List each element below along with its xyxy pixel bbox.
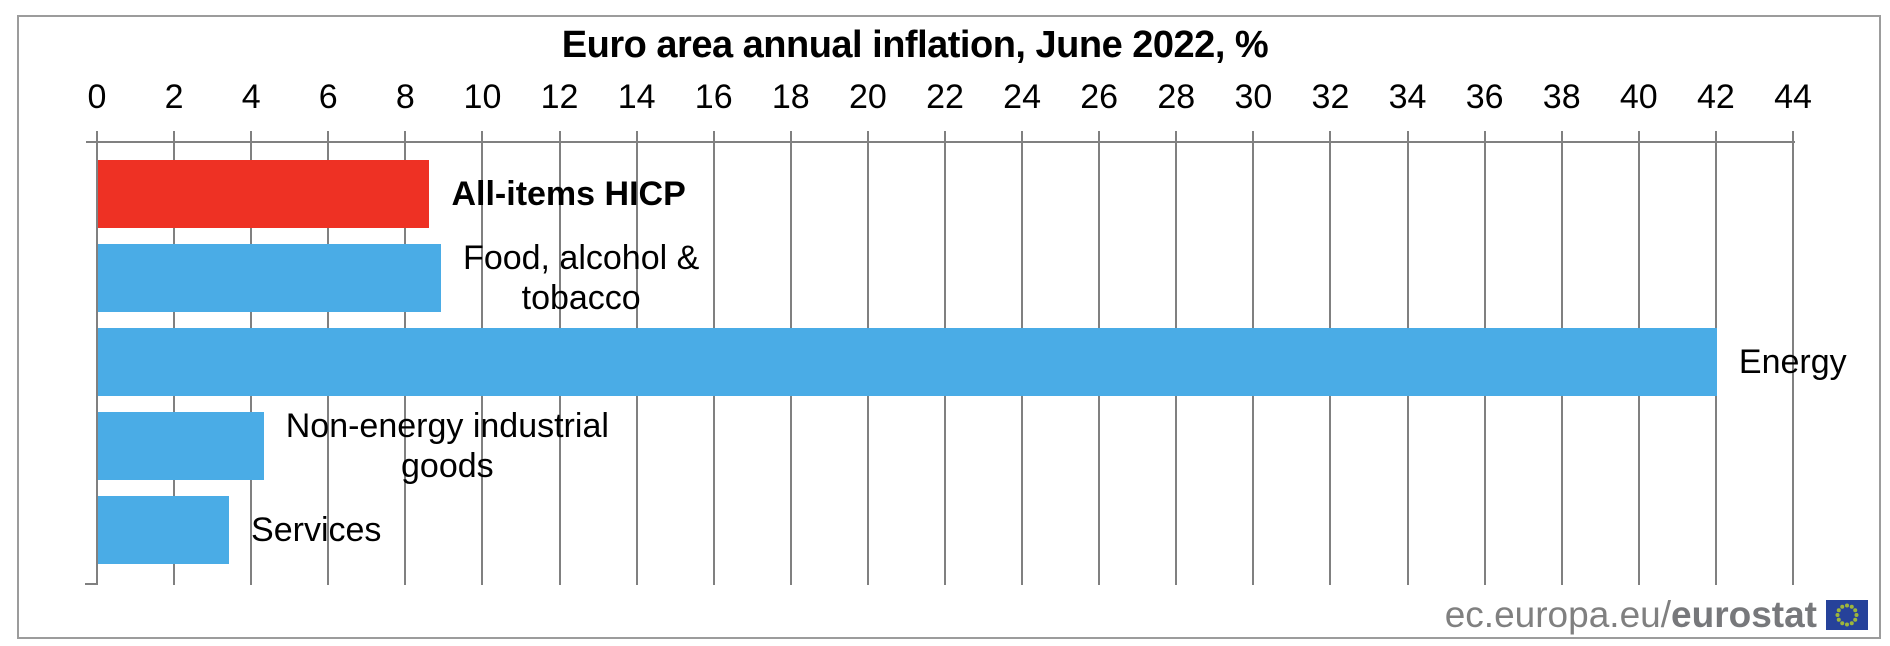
x-axis-tick-label: 40 (1619, 78, 1658, 116)
x-axis-tick (327, 131, 330, 152)
bar-label-non-energy-industrial-goods: Non-energy industrial goods (286, 406, 609, 486)
bar-label-line: Food, alcohol & (463, 239, 700, 277)
x-axis-tick (1714, 131, 1717, 152)
bar-label-all-items-hicp: All-items HICP (451, 174, 685, 214)
bar-all-items-hicp (98, 160, 429, 228)
bar-services (98, 496, 229, 564)
x-axis-tick-label: 44 (1774, 78, 1812, 116)
x-axis-tick (1329, 131, 1332, 152)
x-axis-tick-label: 42 (1696, 78, 1735, 116)
gridline (1792, 142, 1794, 585)
x-axis-tick (1560, 131, 1563, 152)
x-axis-tick-label: 22 (926, 78, 964, 116)
x-axis-tick (481, 131, 484, 152)
x-axis-tick (1175, 131, 1178, 152)
x-axis-tick (866, 131, 869, 152)
gridline (96, 142, 98, 585)
bar-label-line: Energy (1738, 343, 1847, 381)
x-axis-tick (1252, 131, 1255, 152)
x-axis-tick (96, 131, 98, 152)
x-axis-line (86, 141, 1795, 143)
eu-flag-icon (1826, 600, 1868, 630)
x-axis-tick-label: 0 (87, 78, 107, 116)
x-axis-tick-label: 34 (1388, 78, 1427, 116)
bar-label-line: tobacco (521, 279, 641, 317)
x-axis-tick (1792, 131, 1794, 152)
x-axis-tick-label: 26 (1080, 78, 1119, 116)
x-axis-tick-label: 8 (395, 78, 415, 116)
footer-url-eurostat: eurostat (1671, 594, 1817, 635)
x-axis-tick-label: 6 (318, 78, 338, 116)
x-axis-tick-label: 32 (1311, 78, 1350, 116)
bar-label-line: Services (251, 511, 382, 549)
x-axis-tick-label: 18 (771, 78, 810, 116)
x-axis-tick (1021, 131, 1024, 152)
footer-url-domain: ec.europa.eu/ (1444, 594, 1672, 635)
bar-energy (98, 328, 1717, 396)
x-axis-tick (1483, 131, 1486, 152)
x-axis-tick-label: 38 (1542, 78, 1581, 116)
x-axis-tick (635, 131, 638, 152)
x-axis-tick-label: 24 (1003, 78, 1041, 116)
x-axis-tick (250, 131, 253, 152)
x-axis-tick-label: 36 (1465, 78, 1504, 116)
x-axis-tick-label: 12 (540, 78, 579, 116)
x-axis-tick-label: 4 (241, 78, 261, 116)
x-axis-tick-label: 14 (617, 78, 656, 116)
x-axis-tick (173, 131, 176, 152)
chart-title: Euro area annual inflation, June 2022, % (561, 24, 1269, 66)
x-axis-tick (712, 131, 715, 152)
x-axis-tick-label: 16 (694, 78, 733, 116)
x-axis-tick-label: 10 (463, 78, 502, 116)
bar-label-line: All-items HICP (451, 175, 686, 213)
bar-label-energy: Energy (1739, 342, 1847, 382)
x-axis-tick (944, 131, 946, 152)
bar-label-services: Services (251, 510, 381, 550)
x-axis-tick (404, 131, 407, 152)
eu-flag-stars (1835, 603, 1859, 627)
y-axis-bottom-stub (85, 583, 98, 585)
x-axis-tick-label: 20 (848, 78, 887, 116)
bar-food-alcohol-tobacco (98, 244, 441, 312)
x-axis-tick-label: 2 (164, 78, 184, 116)
x-axis-tick-label: 28 (1157, 78, 1196, 116)
x-axis-tick (558, 131, 561, 152)
bar-label-food-alcohol-tobacco: Food, alcohol & tobacco (463, 238, 699, 318)
x-axis-tick (789, 131, 792, 152)
x-axis-tick (1637, 131, 1640, 152)
x-axis-tick (1406, 131, 1409, 152)
bar-label-line: Non-energy industrial (285, 407, 609, 445)
x-axis-tick-label: 30 (1234, 78, 1273, 116)
footer: ec.europa.eu/eurostat (1445, 594, 1868, 636)
footer-url: ec.europa.eu/eurostat (1445, 594, 1817, 636)
bar-label-line: goods (401, 447, 494, 485)
bar-non-energy-industrial-goods (98, 412, 264, 480)
x-axis-tick (1098, 131, 1101, 152)
